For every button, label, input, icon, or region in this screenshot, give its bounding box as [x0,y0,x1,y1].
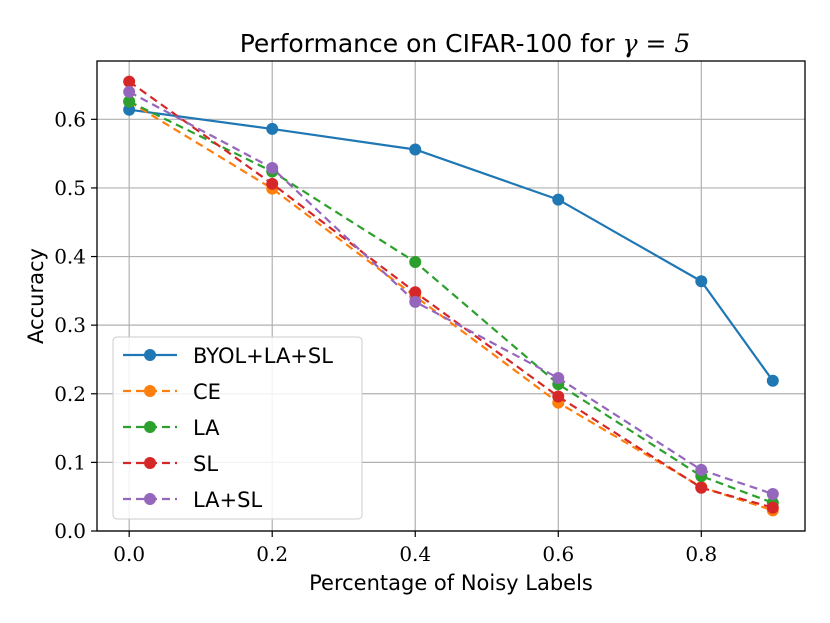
y-tick-label: 0.0 [54,519,86,543]
y-tick-label: 0.4 [54,245,86,269]
y-tick-label: 0.2 [54,382,86,406]
x-tick-label: 0.4 [399,542,431,566]
series-line [128,80,774,509]
plot-frame [96,60,806,532]
data-point [409,295,422,308]
y-tick-label: 0.5 [54,176,86,200]
legend-label: BYOL+LA+SL [193,344,333,368]
y-axis-label: Accuracy [24,248,48,344]
data-point [123,103,136,116]
legend-label: LA [193,416,220,440]
legend-entry: CE [123,380,221,404]
legend-box [112,336,363,520]
legend-marker [144,385,156,397]
data-point [766,374,779,387]
data-point [409,256,422,269]
series-line [128,100,774,512]
x-tick-label: 0.8 [685,542,717,566]
data-point [552,390,565,403]
legend-entry: LA+SL [123,488,262,512]
ticks: 0.0 0.2 0.4 0.6 0.8 0.0 0.1 0.2 0.3 0.4 0.5 0.6 [54,107,717,566]
data-point [552,371,565,384]
legend-entry: SL [123,452,218,476]
chart-title-text: Performance on CIFAR-100 for [240,29,623,58]
y-tick-label: 0.6 [54,107,86,131]
series-0 [123,103,779,387]
series-group [123,75,779,517]
data-point [266,177,279,190]
legend-marker [144,493,156,505]
data-point [695,463,708,476]
series-4 [123,85,779,500]
data-point [766,487,779,500]
chart-title-math: γ = 5 [623,29,691,58]
x-axis-label: Percentage of Noisy Labels [309,571,593,595]
legend-label: CE [193,380,221,404]
legend-entry: LA [123,416,220,440]
legend-label: LA+SL [193,488,262,512]
x-tick-label: 0.6 [542,542,574,566]
legend-entry: BYOL+LA+SL [123,344,333,368]
x-tick-label: 0.0 [113,542,145,566]
series-line [129,108,774,382]
series-3 [123,75,779,514]
legend-marker [144,349,156,361]
x-tick-label: 0.2 [256,542,288,566]
series-line [128,100,774,504]
chart-title: Performance on CIFAR-100 for γ = 5 [240,29,691,58]
y-tick-label: 0.3 [54,313,86,337]
legend-marker [144,457,156,469]
y-tick-label: 0.1 [54,450,86,474]
data-point [766,501,779,514]
data-point [409,286,422,299]
legend: BYOL+LA+SL CE LA SL LA+SL [112,336,363,520]
data-point [552,193,565,206]
data-point [266,162,279,175]
data-point [123,75,136,88]
legend-marker [144,421,156,433]
data-point [123,85,136,98]
data-point [123,95,136,108]
data-point [695,275,708,288]
data-point [409,143,422,156]
series-line [128,90,774,495]
data-point [695,481,708,494]
legend-label: SL [193,452,218,476]
data-point [266,122,279,135]
